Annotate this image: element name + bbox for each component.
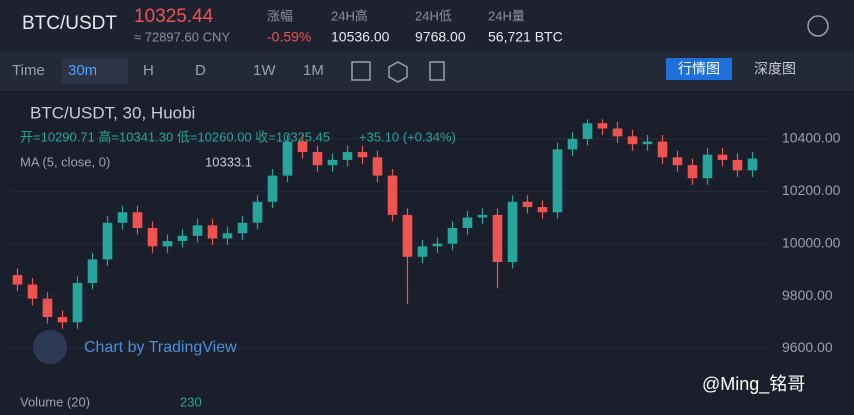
stat-value: 56,721 BTC bbox=[488, 29, 563, 45]
candle-body bbox=[672, 157, 683, 166]
candle-body bbox=[72, 282, 83, 323]
candle-body bbox=[252, 201, 263, 223]
cny-price: ≈ 72897.60 CNY bbox=[134, 29, 230, 44]
candle-body bbox=[342, 152, 353, 160]
candle-body bbox=[522, 201, 533, 208]
tab[interactable]: 深度图 bbox=[754, 61, 796, 77]
candle-body bbox=[147, 227, 158, 247]
candle-body bbox=[267, 175, 278, 202]
candle-body bbox=[327, 159, 338, 166]
stat-value: 9768.00 bbox=[415, 29, 466, 45]
candle-body bbox=[492, 214, 503, 263]
candle-body bbox=[552, 149, 563, 213]
candle-body bbox=[627, 136, 638, 145]
stat-label: 24H量 bbox=[488, 8, 525, 23]
settings-icon[interactable] bbox=[807, 15, 829, 37]
stat-value: 10536.00 bbox=[331, 29, 390, 45]
indicator: MA (5, close, 0) bbox=[20, 154, 110, 169]
indicator-value: 10333.1 bbox=[205, 154, 252, 169]
candle-body bbox=[207, 225, 218, 239]
candle-body bbox=[642, 141, 653, 145]
y-tick-label: 10400.00 bbox=[782, 130, 841, 146]
ohlc-text: 开=10290.71 高=10341.30 低=10260.00 收=10325… bbox=[20, 129, 330, 144]
candle-body bbox=[102, 222, 113, 260]
watermark: Chart by TradingView bbox=[84, 339, 237, 356]
candle-body bbox=[597, 123, 608, 129]
candle-body bbox=[687, 165, 698, 179]
toolbar-item[interactable]: H bbox=[143, 62, 154, 79]
candle-body bbox=[477, 214, 488, 218]
y-tick-label: 10200.00 bbox=[782, 182, 841, 198]
candle-body bbox=[132, 212, 143, 228]
candle-body bbox=[177, 235, 188, 242]
candle-body bbox=[222, 233, 233, 239]
candle-body bbox=[447, 227, 458, 244]
candle-body bbox=[507, 201, 518, 263]
symbol: BTC/USDT bbox=[22, 13, 117, 34]
toolbar-item[interactable]: 1W bbox=[253, 62, 276, 79]
candle-body bbox=[237, 222, 248, 234]
price: 10325.44 bbox=[134, 6, 214, 27]
selected-bg bbox=[62, 58, 128, 84]
y-tick-label: 9600.00 bbox=[782, 339, 833, 355]
stat-label: 24H高 bbox=[331, 8, 368, 23]
tab-active-bg[interactable] bbox=[666, 58, 732, 80]
candle-body bbox=[702, 154, 713, 179]
toolbar-item[interactable]: D bbox=[195, 62, 206, 79]
y-tick-label: 9800.00 bbox=[782, 287, 833, 303]
footer-watermark: @Ming_铭哥 bbox=[702, 374, 805, 395]
candle-body bbox=[57, 317, 68, 323]
toolbar-item[interactable]: 1M bbox=[303, 62, 324, 79]
y-tick-label: 10000.00 bbox=[782, 234, 841, 250]
candle-body bbox=[27, 284, 38, 299]
candle-body bbox=[162, 241, 173, 247]
toolbar-icon[interactable] bbox=[351, 61, 371, 81]
candle-body bbox=[732, 159, 743, 171]
candle-body bbox=[657, 141, 668, 158]
candle-body bbox=[582, 123, 593, 139]
candle-body bbox=[312, 152, 323, 166]
change-text: +35.10 (+0.34%) bbox=[359, 129, 456, 144]
chart-title: BTC/USDT, 30, Huobi bbox=[30, 103, 195, 122]
candle-body bbox=[612, 128, 623, 137]
candle-body bbox=[387, 175, 398, 215]
candle-body bbox=[537, 207, 548, 213]
volume-label: Volume (20) bbox=[20, 394, 90, 409]
candle-body bbox=[282, 141, 293, 176]
candle-body bbox=[42, 298, 53, 318]
toolbar-item[interactable]: 30m bbox=[68, 62, 97, 79]
candle-body bbox=[192, 225, 203, 236]
candle-body bbox=[462, 217, 473, 228]
candle-body bbox=[402, 214, 413, 257]
candle-body bbox=[717, 154, 728, 160]
candle-body bbox=[87, 259, 98, 283]
candle-body bbox=[297, 141, 308, 153]
stat-label: 24H低 bbox=[415, 8, 452, 23]
candle-body bbox=[357, 152, 368, 158]
tab[interactable]: 行情图 bbox=[678, 61, 720, 77]
watermark-logo bbox=[33, 330, 67, 364]
candle-body bbox=[417, 246, 428, 257]
stat-label: 涨幅 bbox=[267, 8, 293, 23]
candle-body bbox=[117, 212, 128, 223]
volume-value: 230 bbox=[180, 394, 202, 409]
candle-body bbox=[372, 157, 383, 176]
toolbar-item[interactable]: Time bbox=[12, 62, 45, 79]
toolbar-icon[interactable] bbox=[388, 61, 408, 83]
candle-body bbox=[747, 158, 758, 171]
candle-body bbox=[12, 275, 23, 285]
candle-body bbox=[432, 243, 443, 247]
stat-value: -0.59% bbox=[267, 29, 311, 45]
candle-body bbox=[567, 138, 578, 150]
toolbar-icon[interactable] bbox=[429, 61, 445, 81]
header-bg bbox=[0, 0, 854, 52]
